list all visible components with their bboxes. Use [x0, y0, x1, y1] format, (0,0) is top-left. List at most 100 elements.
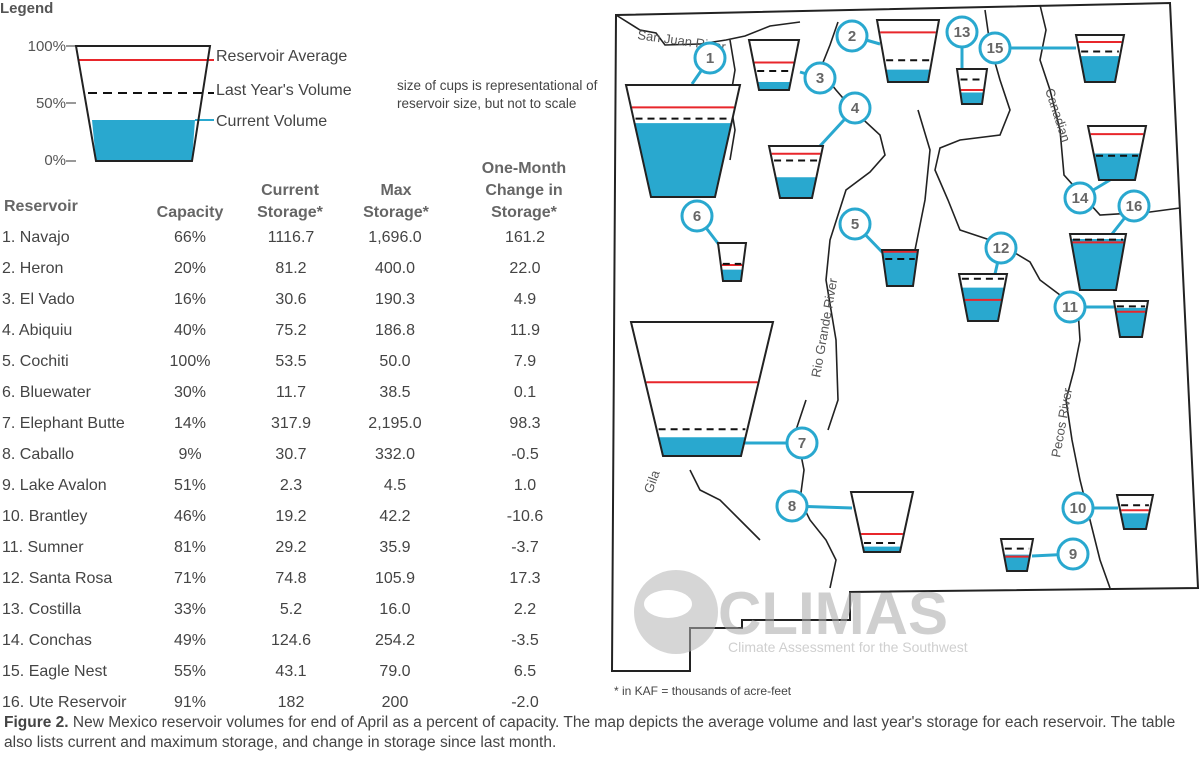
cup-outline [849, 491, 915, 553]
cup-number-label: 8 [788, 498, 796, 515]
cell-current: 19.2 [275, 508, 307, 525]
cup-number-label: 3 [816, 70, 824, 87]
cell-current: 30.7 [275, 446, 307, 463]
cell-capacity: 40% [173, 322, 207, 339]
cup-water [1080, 56, 1120, 82]
cell-current: 5.2 [279, 601, 303, 618]
cup-outline [957, 273, 1009, 322]
cup-number-circle [838, 91, 872, 125]
cell-capacity: 51% [173, 477, 207, 494]
cell-name: 12. Santa Rosa [2, 570, 113, 587]
cup-outline [999, 538, 1035, 572]
state-border [610, 1, 1200, 672]
cup-outline [1112, 300, 1150, 338]
cup-number-circle [693, 41, 727, 75]
cell-current: 182 [277, 694, 305, 711]
cell-capacity: 33% [173, 601, 207, 618]
logo-name: CLIMAS [718, 580, 948, 647]
cup-water [721, 269, 743, 281]
cup-number-label: 5 [851, 216, 859, 233]
cell-change: 2.2 [513, 601, 537, 618]
cup-water [634, 123, 732, 197]
cell-capacity: 71% [173, 570, 207, 587]
legend-100-label: 100% [27, 38, 66, 55]
cell-change: -3.5 [511, 632, 539, 649]
cell-max: 35.9 [379, 539, 411, 556]
legend-last-year: Last Year's Volume [216, 82, 352, 99]
header-change-3: Storage* [491, 204, 557, 221]
cell-change: 4.9 [513, 291, 537, 308]
cup-outline [767, 145, 825, 199]
logo-cloud [644, 590, 692, 618]
cell-capacity: 66% [173, 229, 207, 246]
cell-current: 53.5 [275, 353, 307, 370]
cup-outline [624, 84, 742, 198]
cell-name: 3. El Vado [2, 291, 75, 308]
header-max-1: Max [380, 182, 412, 199]
cup-outline [955, 68, 989, 105]
cell-change: 98.3 [509, 415, 541, 432]
cup-number-label: 6 [693, 208, 701, 225]
cell-capacity: 100% [169, 353, 211, 370]
cell-name: 13. Costilla [2, 601, 82, 618]
cell-max: 400.0 [374, 260, 416, 277]
cell-name: 16. Ute Reservoir [2, 694, 127, 711]
cup-number-circle [1053, 290, 1087, 324]
caption-label: Figure 2. [4, 714, 69, 731]
cup-number-label: 11 [1062, 299, 1078, 316]
cup-outline [1068, 233, 1128, 291]
cell-max: 42.2 [379, 508, 411, 525]
cell-current: 30.6 [275, 291, 307, 308]
river-label-gila: Gila [641, 467, 663, 495]
cell-max: 190.3 [374, 291, 416, 308]
footnote: * in KAF = thousands of acre-feet [614, 684, 792, 698]
header-change-1: One-Month [481, 160, 567, 177]
header-reservoir: Reservoir [4, 198, 78, 215]
cup-number-circle [978, 31, 1012, 65]
cell-current: 11.7 [276, 384, 306, 401]
cell-change: 161.2 [504, 229, 546, 246]
cup-outline [1074, 34, 1126, 83]
cell-capacity: 46% [173, 508, 207, 525]
cup-number-circle [835, 19, 869, 53]
cup-number-label: 7 [798, 435, 806, 452]
cell-change: 0.1 [513, 384, 537, 401]
cup-water [658, 437, 746, 456]
cell-max: 200 [381, 694, 409, 711]
cell-change: 17.3 [509, 570, 541, 587]
cell-name: 11. Sumner [2, 539, 84, 556]
cup-number-label: 12 [993, 240, 1010, 257]
river-label-pecos: Pecos River [1048, 386, 1075, 458]
cup-outline [875, 19, 941, 83]
cell-change: 6.5 [513, 663, 537, 680]
cell-max: 254.2 [374, 632, 416, 649]
cup-water [1003, 554, 1031, 571]
cup-number-label: 4 [851, 100, 860, 117]
cup-number-circle [1063, 181, 1097, 215]
cup-body [631, 322, 773, 456]
cup-number-circle [775, 489, 809, 523]
cell-capacity: 14% [173, 415, 207, 432]
cup-water [882, 250, 918, 286]
cell-max: 79.0 [379, 663, 411, 680]
cell-name: 4. Abiquiu [2, 322, 73, 339]
cup-water [961, 287, 1005, 321]
cup-number-label: 14 [1072, 190, 1089, 207]
cell-change: -10.6 [506, 508, 544, 525]
cup-number-label: 9 [1069, 546, 1077, 563]
legend-cup [66, 45, 214, 162]
cup-outline [880, 249, 920, 287]
cell-name: 1. Navajo [2, 229, 70, 246]
legend-current-volume: Current Volume [216, 113, 328, 130]
header-max-2: Storage* [363, 204, 429, 221]
cell-change: -2.0 [511, 694, 539, 711]
cup-number-label: 13 [954, 24, 971, 41]
logo-tagline: Climate Assessment for the Southwest [728, 639, 968, 655]
cup-outline [716, 242, 748, 282]
climas-logo: CLIMAS Climate Assessment for the Southw… [634, 570, 968, 655]
cell-current: 43.1 [275, 663, 307, 680]
cell-change: 11.9 [510, 322, 540, 339]
header-change-2: Change in [485, 182, 563, 199]
cell-max: 105.9 [374, 570, 416, 587]
